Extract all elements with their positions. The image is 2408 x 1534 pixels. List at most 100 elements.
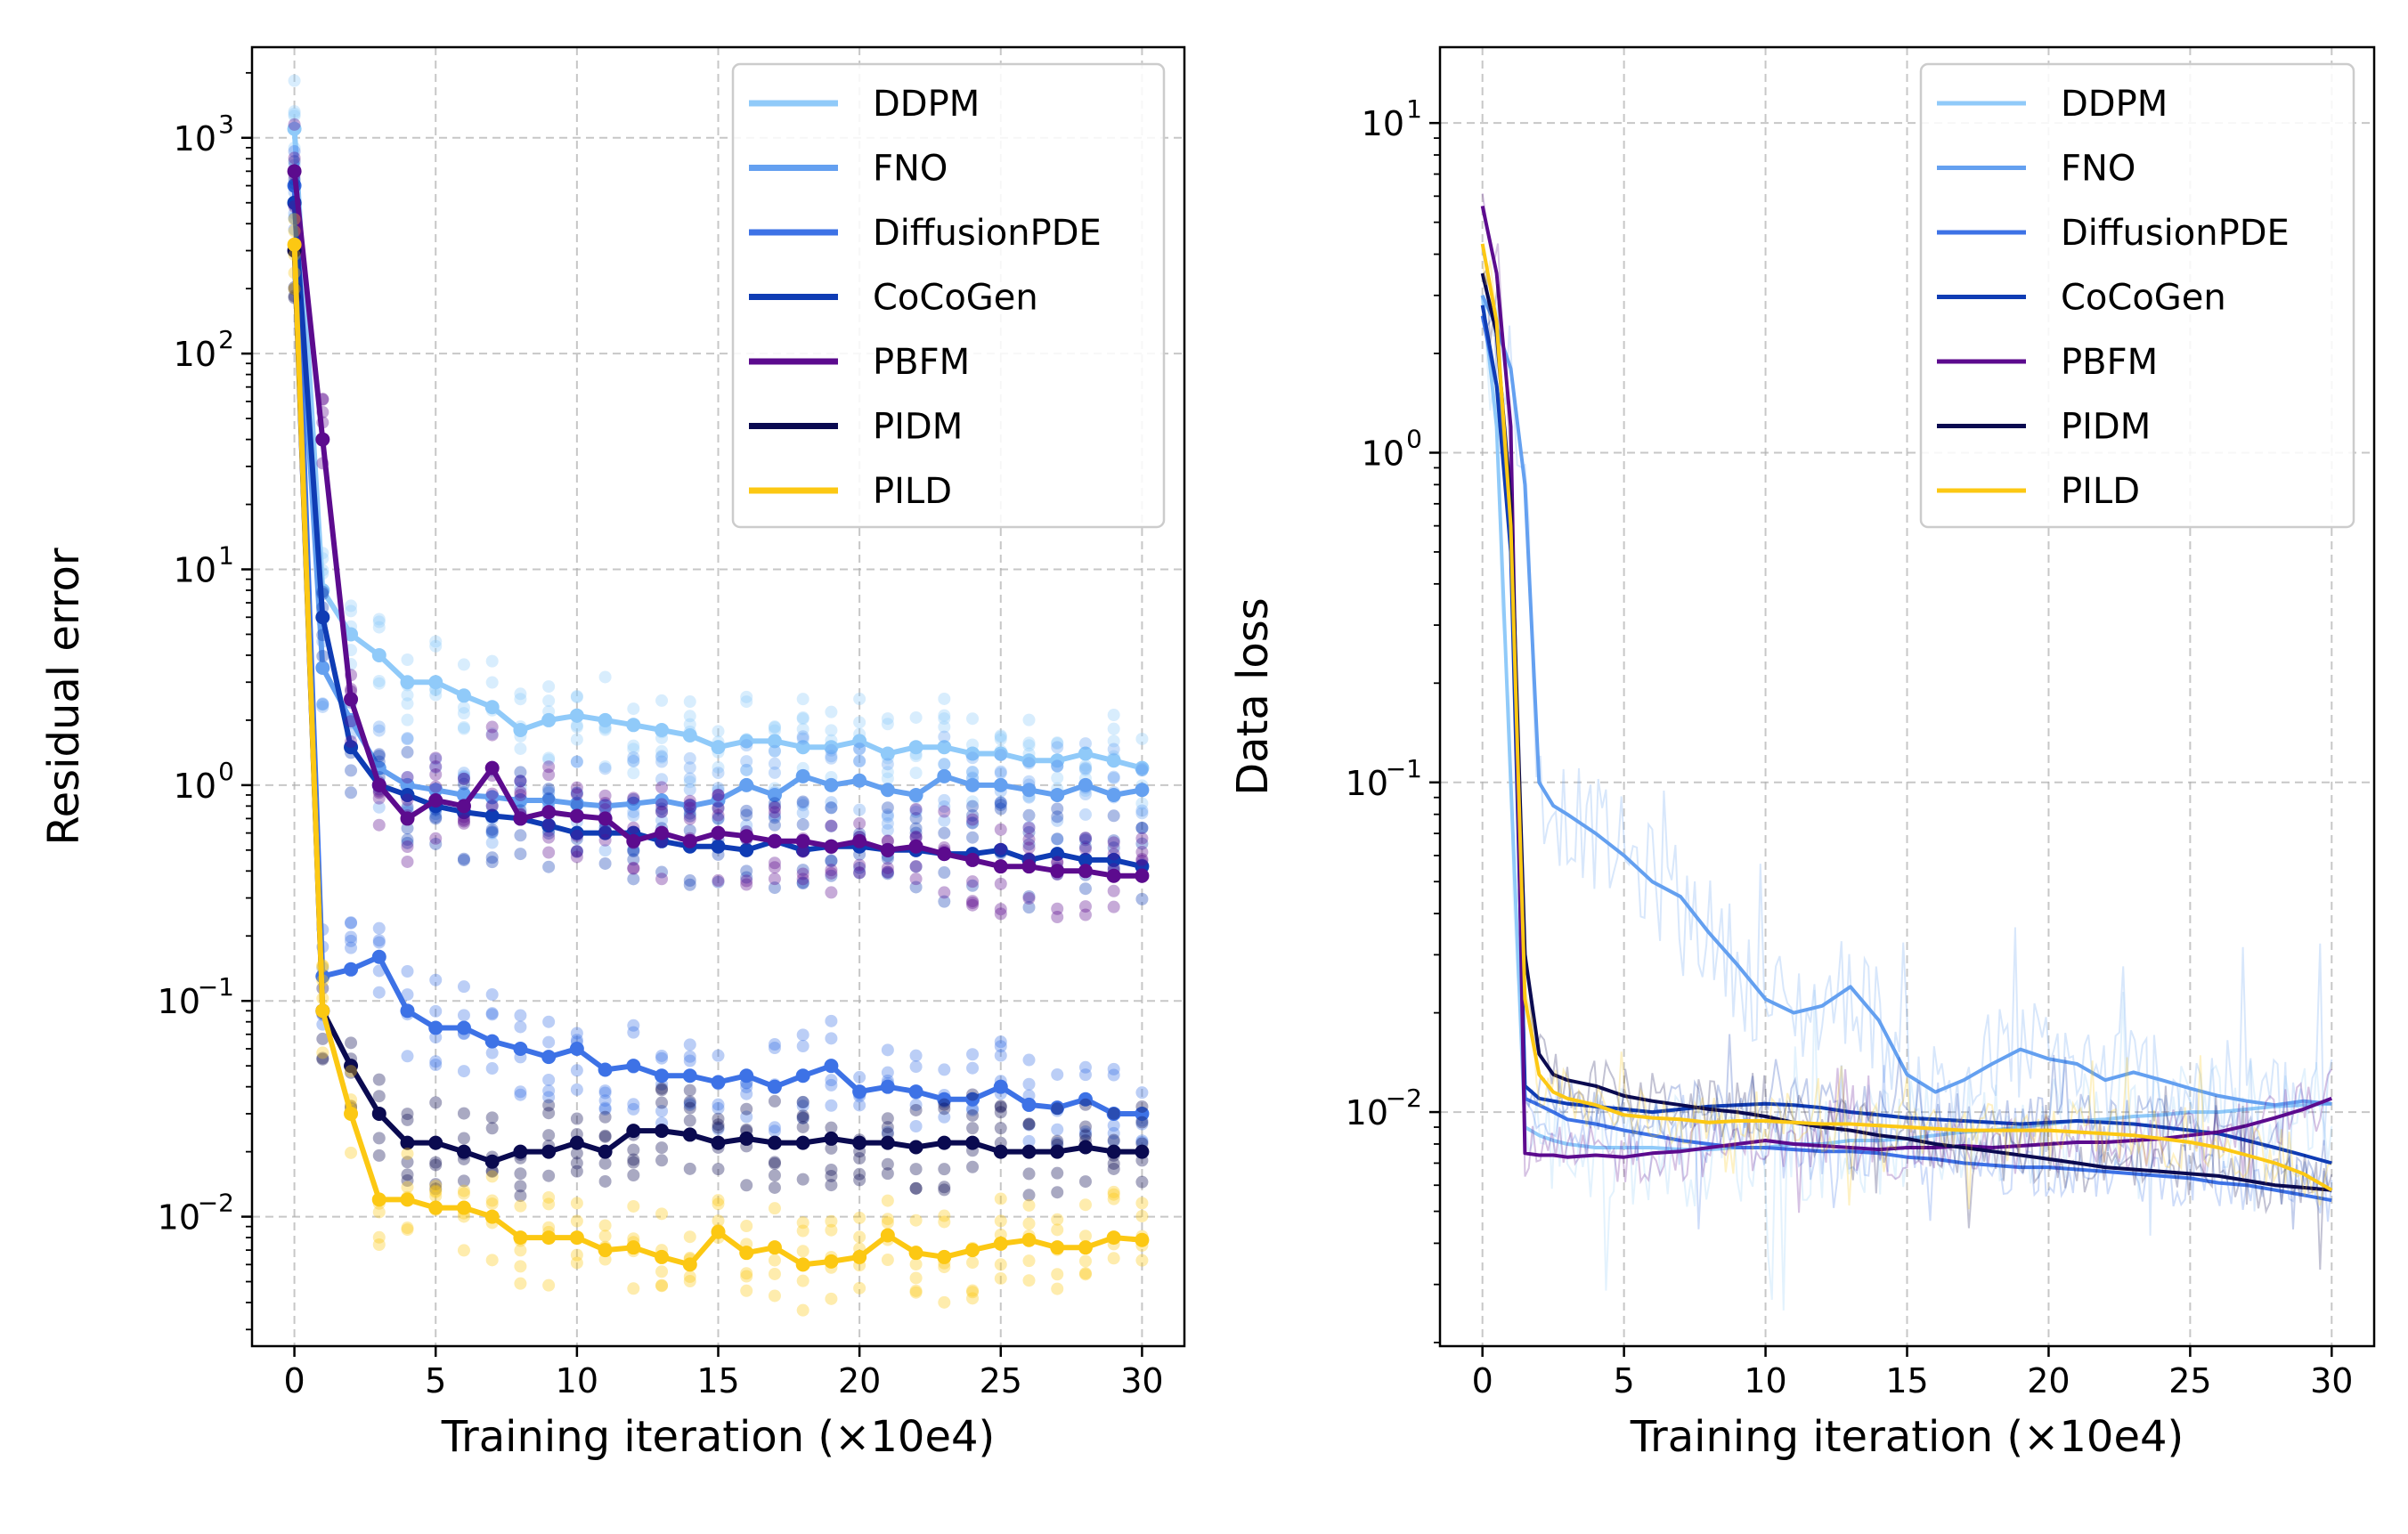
sample-point — [514, 829, 527, 842]
y-tick-label: 10 — [1362, 434, 1404, 473]
sample-point — [345, 715, 358, 728]
sample-point — [994, 796, 1007, 809]
sample-point — [542, 1091, 556, 1104]
y-tick-exponent: −2 — [1386, 1084, 1422, 1113]
mean-point — [1021, 1144, 1037, 1159]
sample-point — [740, 1270, 753, 1283]
sample-point — [514, 742, 527, 755]
sample-point — [457, 720, 470, 734]
sample-point — [909, 1103, 923, 1116]
sample-point — [485, 1254, 499, 1267]
legend-label-pild: PILD — [2061, 471, 2140, 512]
sample-point — [1107, 900, 1120, 913]
sample-point — [825, 1074, 838, 1087]
sample-point — [1051, 1102, 1064, 1116]
mean-point — [484, 790, 500, 805]
sample-point — [740, 690, 753, 703]
mean-point — [767, 734, 782, 749]
sample-point — [345, 1036, 358, 1050]
sample-point — [485, 728, 499, 742]
sample-point — [712, 1121, 725, 1134]
sample-point — [825, 801, 838, 815]
sample-point — [938, 866, 951, 880]
mean-point — [513, 1041, 528, 1056]
sample-point — [655, 750, 669, 763]
series-diffusionpde — [287, 145, 1150, 1157]
sample-point — [655, 755, 669, 768]
sample-point — [429, 688, 443, 702]
sample-point — [1051, 1186, 1064, 1199]
mean-point — [711, 740, 726, 755]
sample-point — [401, 1156, 414, 1169]
sample-point — [457, 773, 470, 786]
sample-point — [401, 800, 414, 814]
mean-point — [371, 949, 386, 964]
sample-point — [825, 1214, 838, 1228]
mean-point — [1106, 868, 1121, 883]
sample-point — [909, 822, 923, 835]
sample-point — [909, 1049, 923, 1062]
sample-point — [712, 1214, 725, 1228]
sample-point — [712, 1123, 725, 1136]
mean-point — [1106, 787, 1121, 802]
mean-point — [880, 783, 895, 798]
mean-point — [400, 811, 415, 826]
sample-point — [655, 805, 669, 818]
sample-point — [825, 855, 838, 868]
sample-point — [429, 767, 443, 781]
sample-point — [712, 1163, 725, 1176]
sample-point — [768, 1124, 781, 1138]
mean-point — [1106, 852, 1121, 867]
mean-point — [569, 708, 584, 723]
y-tick-label: 10 — [1346, 764, 1388, 803]
x-tick-label: 20 — [2027, 1361, 2070, 1400]
sample-point — [881, 1112, 894, 1125]
raw-trace — [1481, 294, 2333, 1311]
sample-point — [457, 810, 470, 824]
sample-point — [514, 1088, 527, 1101]
mean-point — [344, 692, 359, 707]
sample-point — [429, 812, 443, 825]
sample-point — [966, 1108, 980, 1122]
series-pbfm — [287, 118, 1150, 924]
sample-point — [825, 886, 838, 899]
mean-point — [739, 777, 754, 792]
sample-point — [881, 816, 894, 830]
sample-point — [938, 692, 951, 705]
x-tick-label: 5 — [1614, 1361, 1635, 1400]
sample-point — [429, 832, 443, 845]
sample-point — [485, 720, 499, 734]
sample-point — [853, 1070, 866, 1084]
sample-point — [825, 1179, 838, 1192]
mean-point — [965, 746, 980, 761]
sample-point — [514, 1199, 527, 1213]
mean-point — [598, 1144, 613, 1159]
sample-point — [853, 743, 866, 756]
sample-point — [768, 744, 781, 758]
sample-point — [1107, 1062, 1120, 1075]
x-tick-label: 5 — [425, 1361, 446, 1400]
sample-point — [853, 754, 866, 767]
sample-point — [938, 758, 951, 771]
mean-point — [371, 1106, 386, 1121]
sample-point — [966, 875, 980, 889]
sample-point — [542, 791, 556, 805]
sample-point — [909, 881, 923, 894]
x-tick-label: 25 — [2168, 1361, 2211, 1400]
sample-point — [768, 1094, 781, 1108]
mean-point — [1050, 753, 1065, 768]
sample-point — [570, 798, 583, 811]
sample-point — [683, 874, 696, 888]
mean-point — [908, 1246, 923, 1261]
sample-point — [288, 151, 301, 165]
mean-point — [852, 734, 867, 749]
sample-point — [542, 1129, 556, 1142]
sample-point — [542, 694, 556, 708]
legend-label-pbfm: PBFM — [873, 342, 970, 383]
sample-point — [1078, 832, 1092, 845]
legend-label-pidm: PIDM — [2061, 407, 2151, 448]
sample-point — [345, 934, 358, 947]
sample-point — [627, 1156, 640, 1169]
sample-point — [372, 677, 386, 690]
